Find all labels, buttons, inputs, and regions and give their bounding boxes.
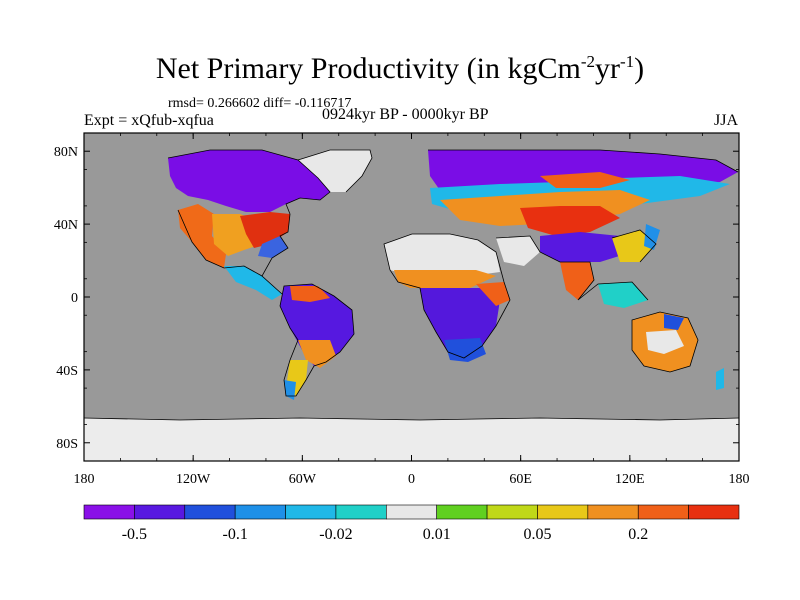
east-africa (476, 282, 510, 306)
japan (644, 224, 660, 250)
colorbar-label: 0.01 (423, 526, 451, 543)
period-label: 0924kyr BP - 0000kyr BP (322, 106, 489, 123)
latitude-axis: 80N 40N 0 40S 80S (54, 132, 739, 462)
longitude-axis: 180 120W 60W 0 60E 120E 180 (74, 133, 750, 487)
sahel (394, 270, 496, 288)
lon-tick-label: 120W (176, 472, 211, 487)
colorbar-label: -0.1 (222, 526, 247, 543)
coastlines (83, 149, 740, 421)
lat-tick-label: 40N (54, 218, 78, 233)
lon-tick-label: 0 (408, 472, 415, 487)
patagonia-tip (284, 380, 296, 400)
colorbar (83, 504, 740, 520)
colorbar-swatch (587, 504, 639, 520)
south-america-north (290, 286, 330, 302)
central-america (224, 266, 282, 300)
colorbar-swatch (134, 504, 186, 520)
season-label: JJA (714, 112, 739, 129)
north-america-west (178, 204, 226, 268)
siberia-patch (540, 172, 630, 188)
australia-north (664, 314, 684, 330)
colorbar-swatch (637, 504, 689, 520)
lat-tick-label: 80S (56, 437, 78, 452)
lon-tick-label: 120E (615, 472, 645, 487)
colorbar-swatch (486, 504, 538, 520)
lat-tick-label: 0 (71, 291, 78, 306)
colorbar-swatch (386, 504, 437, 520)
colorbar-swatch (436, 504, 488, 520)
colorbar-swatch (335, 504, 387, 520)
australia-interior (646, 330, 684, 354)
greenland-ice (298, 150, 372, 192)
tibet (540, 232, 632, 262)
experiment-label: Expt = xQfub-xqfua (84, 112, 214, 129)
southern-africa (444, 338, 486, 362)
north-africa (384, 234, 500, 276)
lat-tick-label: 80N (54, 145, 78, 160)
colorbar-swatch (537, 504, 589, 520)
rmsd-diff-stats: rmsd= 0.266602 diff= -0.116717 (168, 96, 352, 111)
colorbar-labels: -0.5 -0.1 -0.02 0.01 0.05 0.2 (122, 526, 649, 543)
colorbar-label: -0.02 (319, 526, 352, 543)
colorbar-label: 0.2 (628, 526, 648, 543)
southeast-asia (598, 282, 648, 308)
north-america-region (168, 150, 330, 212)
colorbar-swatch (688, 504, 740, 520)
lon-tick-label: 60W (289, 472, 317, 487)
colorbar-label: 0.05 (523, 526, 551, 543)
antarctica-ice (84, 418, 739, 461)
colorbar-swatch (285, 504, 337, 520)
colorbar-swatch (83, 504, 135, 520)
lon-tick-label: 180 (729, 472, 750, 487)
middle-east (496, 236, 540, 266)
south-america-region (280, 284, 354, 366)
lon-tick-label: 60E (509, 472, 532, 487)
map-title: Net Primary Productivity (in kgCm-2yr-1) (155, 52, 645, 85)
central-asia (520, 206, 620, 236)
lat-tick-label: 40S (56, 364, 78, 379)
colorbar-swatch (234, 504, 286, 520)
colorbar-label: -0.5 (122, 526, 147, 543)
south-america-south (298, 340, 336, 368)
colorbar-swatch (184, 504, 236, 520)
land-anomaly-layer (84, 150, 739, 461)
new-zealand (716, 368, 724, 390)
lon-tick-label: 180 (74, 472, 95, 487)
